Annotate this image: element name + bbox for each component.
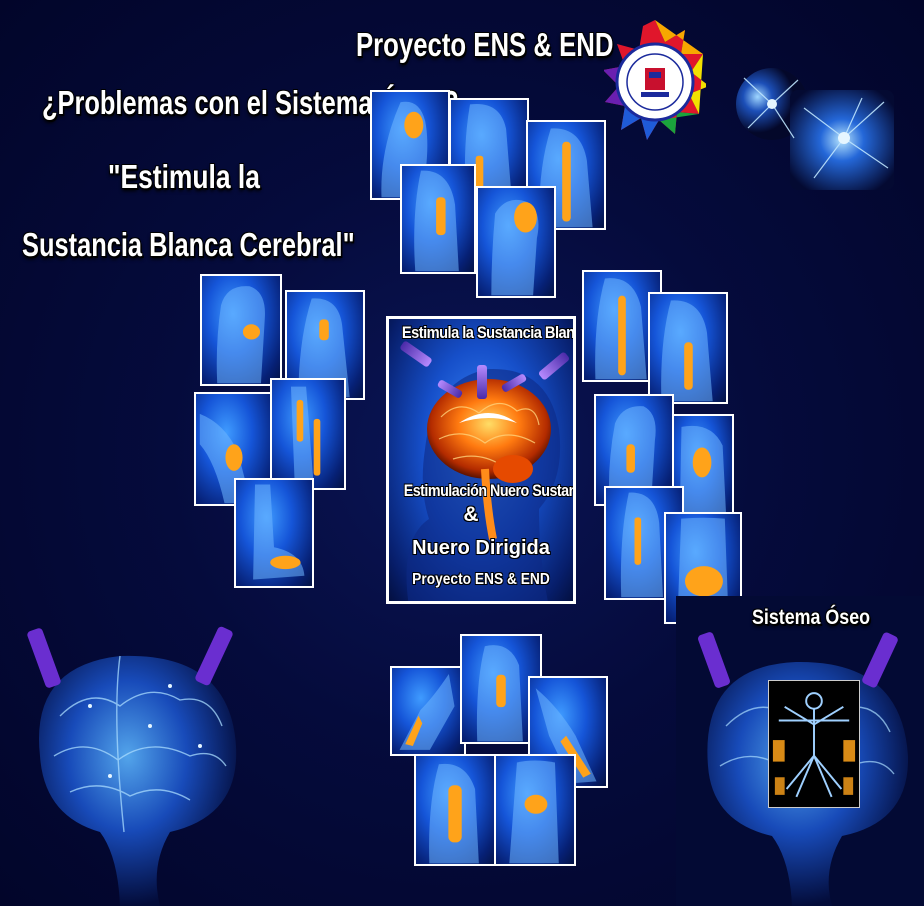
tile-foot: [234, 478, 314, 588]
brain-icon: [0, 596, 260, 906]
center-top-text: Estimula la Sustancia Blanca: [401, 323, 576, 342]
emblem-seal-icon: [603, 10, 709, 154]
slogan-line-1: "Estimula la: [108, 158, 260, 195]
sistema-oseo-label: Sistema Óseo: [752, 606, 871, 629]
neuron-network-icon: [734, 58, 894, 190]
tile-throat: [414, 754, 498, 866]
center-line-2: Nuero Dirigida: [412, 537, 550, 559]
tile-arm-bone: [449, 98, 529, 202]
tile-lumbar: [648, 292, 728, 404]
slogan-line-2: Sustancia Blanca Cerebral": [22, 226, 355, 263]
tile-leg: [270, 378, 346, 490]
tile-spine-back: [526, 120, 606, 230]
tile-jaw: [200, 274, 282, 386]
tile-hip: [494, 754, 576, 866]
center-panel: Estimula la Sustancia Blanca Estimulació…: [386, 316, 576, 604]
stimulator-device-icon: [477, 365, 487, 399]
tile-hand: [390, 666, 466, 756]
project-title: Proyecto ENS & END: [356, 26, 614, 63]
tile-spine-side: [400, 164, 476, 274]
center-line-1: Estimulación Nuero Sustancial: [403, 481, 576, 500]
center-line-3: Proyecto ENS & END: [412, 571, 550, 588]
tile-skull: [476, 186, 556, 298]
center-ampersand: &: [463, 503, 479, 526]
skeleton-figure-icon: [768, 680, 860, 808]
